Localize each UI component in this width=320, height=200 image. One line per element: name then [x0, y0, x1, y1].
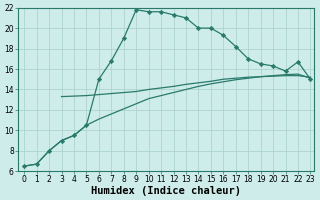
X-axis label: Humidex (Indice chaleur): Humidex (Indice chaleur) — [91, 186, 241, 196]
